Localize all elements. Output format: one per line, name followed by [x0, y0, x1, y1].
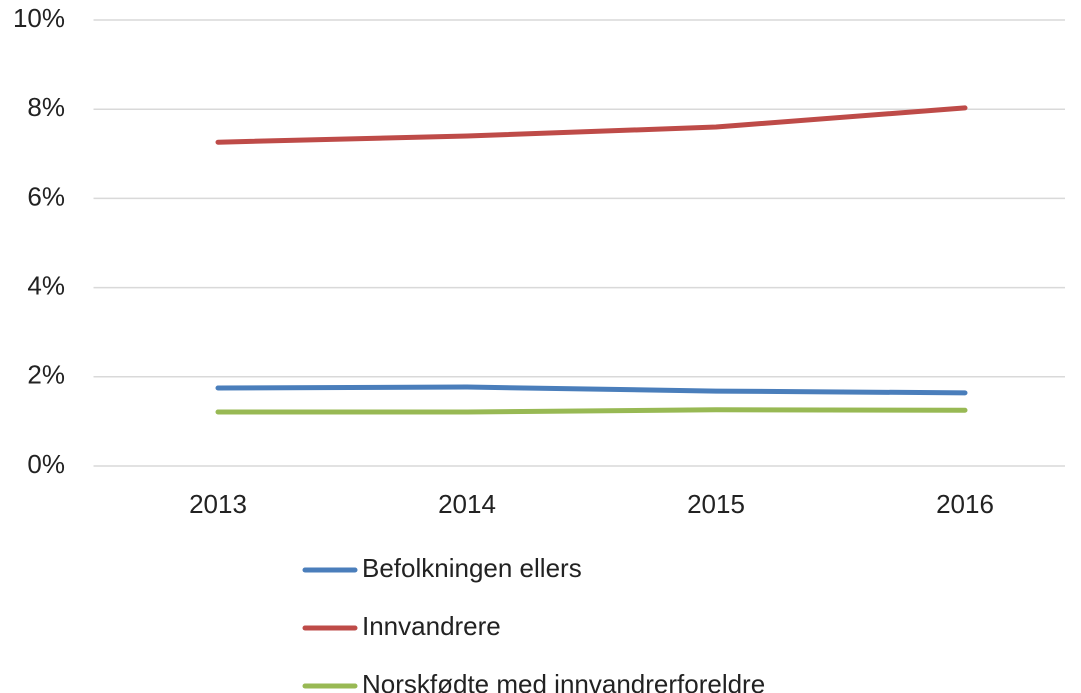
y-tick-label: 8% — [27, 92, 65, 122]
x-tick-label: 2016 — [936, 489, 994, 519]
y-tick-label: 6% — [27, 181, 65, 211]
y-tick-label: 10% — [13, 3, 65, 33]
series-line — [215, 105, 968, 145]
legend-label: Befolkningen ellers — [362, 553, 582, 583]
series-line — [215, 407, 968, 415]
y-tick-label: 0% — [27, 449, 65, 479]
series-line — [215, 384, 968, 396]
y-tick-label: 4% — [27, 270, 65, 300]
x-tick-label: 2015 — [687, 489, 745, 519]
y-tick-label: 2% — [27, 360, 65, 390]
x-tick-label: 2013 — [189, 489, 247, 519]
legend-label: Norskfødte med innvandrerforeldre — [362, 669, 765, 693]
x-tick-label: 2014 — [438, 489, 496, 519]
legend-label: Innvandrere — [362, 611, 501, 641]
